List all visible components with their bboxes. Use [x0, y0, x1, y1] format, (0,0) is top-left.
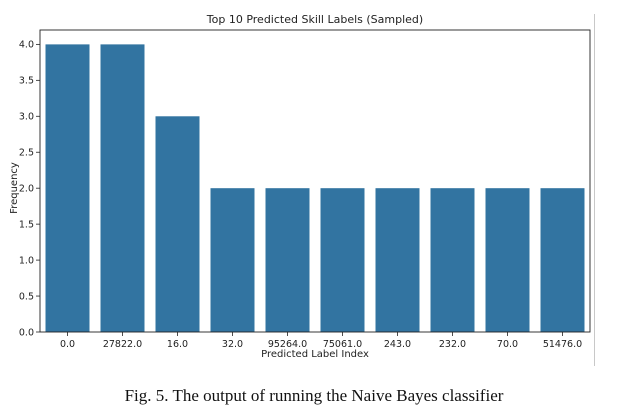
y-axis-label: Frequency	[9, 162, 20, 214]
y-axis-ticks: 0.0 0.5 1.0 1.5 2.0 2.5 3.0 3.5 4.0	[19, 40, 40, 338]
y-tick-label-8: 4.0	[19, 40, 34, 51]
plot-area-frame	[39, 29, 591, 333]
x-tick-label-2: 16.0	[167, 339, 188, 350]
figure-border-line	[594, 14, 595, 366]
bar-1	[100, 44, 145, 332]
bar-5	[320, 188, 365, 332]
x-tick-label-9: 51476.0	[543, 339, 582, 350]
bar-4	[265, 188, 310, 332]
y-tick-label-7: 3.5	[19, 76, 34, 87]
x-tick-label-6: 243.0	[384, 339, 411, 350]
y-tick-label-0: 0.0	[19, 327, 34, 338]
x-axis-label: Predicted Label Index	[261, 349, 369, 360]
x-tick-label-8: 70.0	[497, 339, 518, 350]
bar-8	[485, 188, 530, 332]
figure-caption: Fig. 5. The output of running the Naive …	[124, 386, 504, 405]
y-tick-label-6: 3.0	[19, 112, 34, 123]
x-tick-label-7: 232.0	[439, 339, 466, 350]
bar-7	[430, 188, 475, 332]
bar-chart: Top 10 Predicted Skill Labels (Sampled) …	[9, 13, 591, 360]
y-tick-label-4: 2.0	[19, 183, 34, 194]
bar-6	[375, 188, 420, 332]
y-tick-label-3: 1.5	[19, 219, 34, 230]
y-tick-label-1: 0.5	[19, 291, 34, 302]
bar-9	[540, 188, 585, 332]
x-tick-label-4: 95264.0	[268, 339, 307, 350]
bar-2	[155, 116, 200, 332]
y-tick-label-2: 1.0	[19, 255, 34, 266]
bar-0	[45, 44, 90, 332]
x-tick-label-3: 32.0	[222, 339, 243, 350]
bars	[45, 44, 585, 332]
x-axis-ticks: 0.0 27822.0 16.0 32.0 95264.0 75061.0 243.0 232…	[60, 332, 582, 350]
y-tick-label-5: 2.5	[19, 148, 34, 159]
chart-title: Top 10 Predicted Skill Labels (Sampled)	[206, 13, 423, 26]
x-tick-label-5: 75061.0	[323, 339, 362, 350]
bar-3	[210, 188, 255, 332]
x-tick-label-1: 27822.0	[103, 339, 142, 350]
x-tick-label-0: 0.0	[60, 339, 75, 350]
